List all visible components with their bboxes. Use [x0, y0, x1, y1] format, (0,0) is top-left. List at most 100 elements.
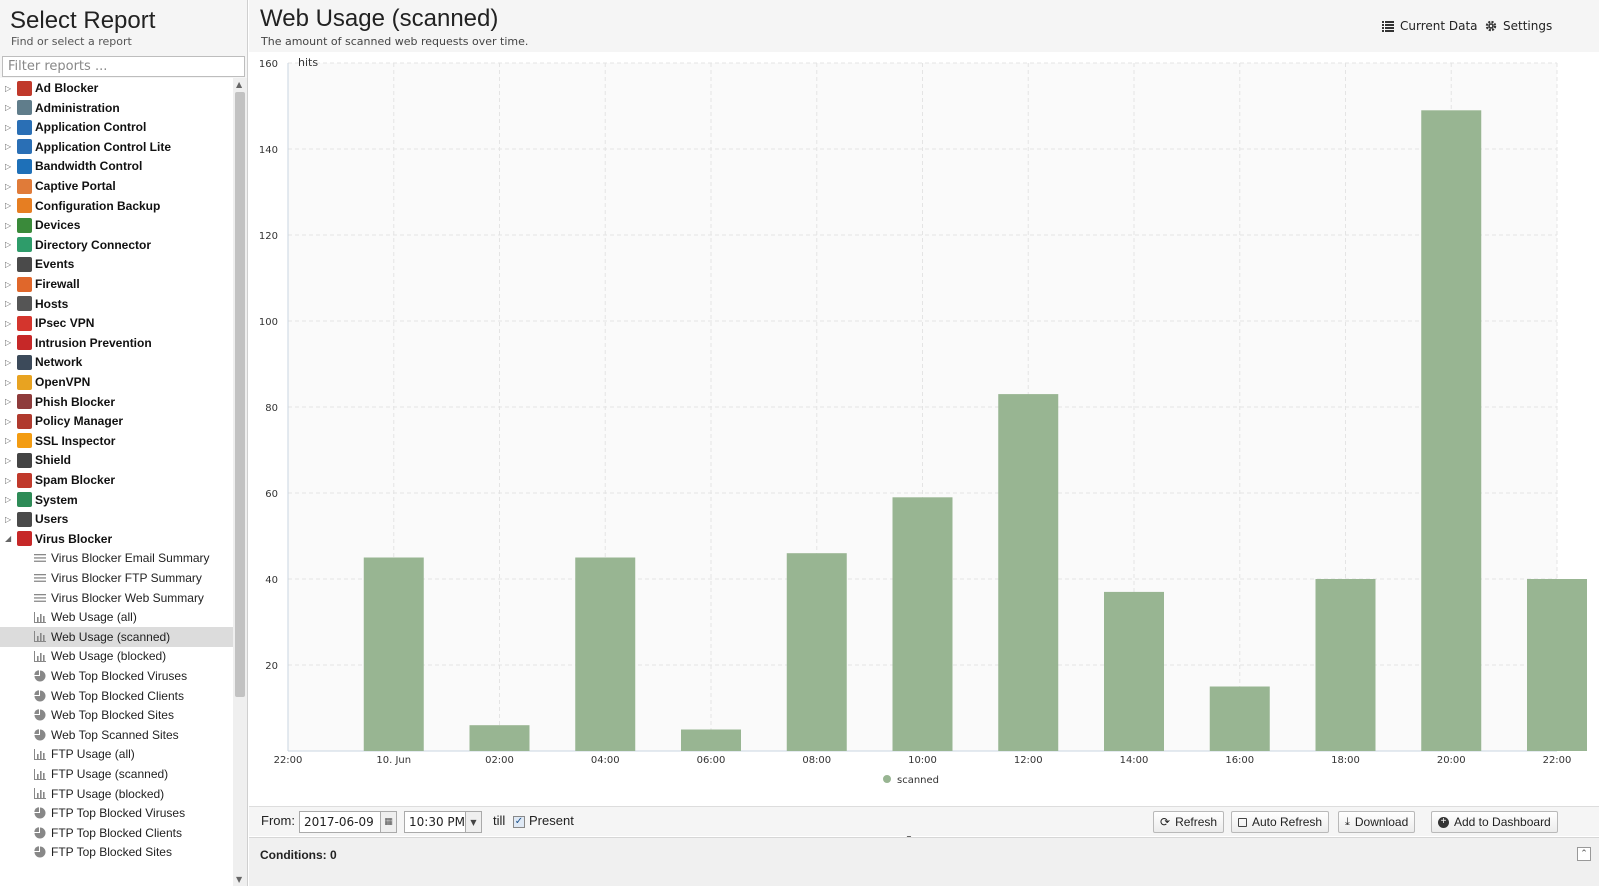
- bar-04-00[interactable]: [575, 557, 636, 752]
- expand-arrow-icon[interactable]: ▷: [5, 377, 12, 387]
- calendar-icon[interactable]: ▦: [380, 811, 397, 833]
- tree-scrollbar[interactable]: ▲ ▼: [233, 78, 247, 886]
- expand-arrow-icon[interactable]: ▷: [5, 357, 12, 367]
- expand-arrow-icon[interactable]: ▷: [5, 201, 12, 211]
- expand-arrow-icon[interactable]: ▷: [5, 455, 12, 465]
- tree-category-system[interactable]: ▷ System: [0, 490, 233, 510]
- tree-category-spam-blocker[interactable]: ▷ Spam Blocker: [0, 470, 233, 490]
- download-button[interactable]: ⤓ Download: [1338, 811, 1416, 833]
- expand-arrow-icon[interactable]: ▷: [5, 142, 12, 152]
- tree-report-item[interactable]: FTP Top Blocked Viruses: [0, 803, 233, 823]
- tree-category-ad-blocker[interactable]: ▷ Ad Blocker: [0, 78, 233, 98]
- bandwidth-control-icon: [17, 158, 32, 174]
- expand-arrow-icon[interactable]: ▷: [5, 397, 12, 407]
- tree-category-shield[interactable]: ▷ Shield: [0, 450, 233, 470]
- scroll-down-arrow-icon[interactable]: ▼: [236, 875, 243, 884]
- expand-arrow-icon[interactable]: ▷: [5, 240, 12, 250]
- tree-report-item[interactable]: Web Usage (all): [0, 607, 233, 627]
- expand-conditions-icon[interactable]: ⌃: [1577, 847, 1591, 861]
- tree-category-administration[interactable]: ▷ Administration: [0, 98, 233, 118]
- tree-category-users[interactable]: ▷ Users: [0, 509, 233, 529]
- tree-report-item[interactable]: Virus Blocker Web Summary: [0, 588, 233, 608]
- expand-arrow-icon[interactable]: ▷: [5, 299, 12, 309]
- configuration-backup-icon: [17, 198, 32, 214]
- bar-16-00[interactable]: [1209, 686, 1270, 752]
- bar-22-00[interactable]: [1527, 579, 1587, 751]
- expand-arrow-icon[interactable]: ▷: [5, 436, 12, 446]
- expand-arrow-icon[interactable]: ▷: [5, 259, 12, 269]
- tree-category-hosts[interactable]: ▷ Hosts: [0, 294, 233, 314]
- from-date-field[interactable]: 2017-06-09: [299, 811, 397, 833]
- tree-report-item[interactable]: Web Usage (blocked): [0, 646, 233, 666]
- expand-arrow-icon[interactable]: ▷: [5, 161, 12, 171]
- expand-arrow-icon[interactable]: ▷: [5, 318, 12, 328]
- expand-arrow-icon[interactable]: ▷: [5, 103, 12, 113]
- filter-reports-input[interactable]: [2, 56, 245, 77]
- add-to-dashboard-button[interactable]: + Add to Dashboard: [1431, 811, 1558, 833]
- auto-refresh-button[interactable]: Auto Refresh: [1231, 811, 1330, 833]
- bar-10-jun[interactable]: [363, 557, 424, 752]
- tree-category-captive-portal[interactable]: ▷ Captive Portal: [0, 176, 233, 196]
- present-checkbox[interactable]: ✓: [513, 816, 525, 828]
- bar-08-00[interactable]: [786, 553, 847, 751]
- bar-14-00[interactable]: [1104, 591, 1164, 751]
- expand-arrow-icon[interactable]: ▷: [5, 181, 12, 191]
- tree-category-events[interactable]: ▷ Events: [0, 254, 233, 274]
- tree-report-item[interactable]: Web Top Blocked Viruses: [0, 666, 233, 686]
- settings-button[interactable]: Settings: [1485, 19, 1552, 33]
- chevron-down-icon[interactable]: ▼: [465, 811, 482, 833]
- expand-arrow-icon[interactable]: ▷: [5, 495, 12, 505]
- tree-category-phish-blocker[interactable]: ▷ Phish Blocker: [0, 392, 233, 412]
- bar-20-00[interactable]: [1421, 110, 1482, 752]
- scrollbar-thumb[interactable]: [235, 92, 245, 697]
- bar-02-00[interactable]: [469, 725, 530, 751]
- tree-category-bandwidth-control[interactable]: ▷ Bandwidth Control: [0, 156, 233, 176]
- bar-06-00[interactable]: [681, 729, 741, 752]
- bar-18-00[interactable]: [1315, 579, 1376, 751]
- tree-category-ipsec-vpn[interactable]: ▷ IPsec VPN: [0, 313, 233, 333]
- tree-category-network[interactable]: ▷ Network: [0, 352, 233, 372]
- scroll-up-arrow-icon[interactable]: ▲: [236, 80, 243, 89]
- tree-report-item[interactable]: Web Top Blocked Clients: [0, 686, 233, 706]
- tree-report-item[interactable]: Web Top Blocked Sites: [0, 705, 233, 725]
- bar-chart-icon: [33, 650, 47, 662]
- tree-report-item[interactable]: Web Usage (scanned): [0, 626, 233, 647]
- tree-category-policy-manager[interactable]: ▷ Policy Manager: [0, 411, 233, 431]
- tree-report-item[interactable]: FTP Usage (all): [0, 744, 233, 764]
- current-data-button[interactable]: Current Data: [1382, 19, 1478, 33]
- tree-report-item[interactable]: FTP Top Blocked Sites: [0, 842, 233, 862]
- expand-arrow-icon[interactable]: ▷: [5, 338, 12, 348]
- refresh-button[interactable]: ⟳ Refresh: [1153, 811, 1225, 833]
- tree-category-devices[interactable]: ▷ Devices: [0, 215, 233, 235]
- from-time-field[interactable]: 10:30 PM: [404, 811, 482, 833]
- expand-arrow-icon[interactable]: ▷: [5, 475, 12, 485]
- expand-arrow-icon[interactable]: ▷: [5, 122, 12, 132]
- expand-arrow-icon[interactable]: ▷: [5, 83, 12, 93]
- plus-circle-icon: +: [1438, 816, 1449, 828]
- tree-report-label: FTP Usage (scanned): [51, 767, 169, 781]
- tree-category-application-control-lite[interactable]: ▷ Application Control Lite: [0, 137, 233, 157]
- legend-label[interactable]: scanned: [897, 775, 939, 786]
- tree-category-application-control[interactable]: ▷ Application Control: [0, 117, 233, 137]
- tree-report-item[interactable]: Virus Blocker FTP Summary: [0, 568, 233, 588]
- tree-category-ssl-inspector[interactable]: ▷ SSL Inspector: [0, 431, 233, 451]
- expand-arrow-icon[interactable]: ▷: [5, 220, 12, 230]
- expand-arrow-icon[interactable]: ▷: [5, 279, 12, 289]
- collapse-arrow-icon[interactable]: ◢: [5, 534, 12, 544]
- tree-report-item[interactable]: Virus Blocker Email Summary: [0, 548, 233, 568]
- expand-arrow-icon[interactable]: ▷: [5, 514, 12, 524]
- tree-category-directory-connector[interactable]: ▷ Directory Connector: [0, 235, 233, 255]
- bar-10-00[interactable]: [892, 497, 953, 751]
- tree-report-item[interactable]: Web Top Scanned Sites: [0, 725, 233, 745]
- tree-category-firewall[interactable]: ▷ Firewall: [0, 274, 233, 294]
- tree-report-label: FTP Top Blocked Viruses: [51, 806, 186, 821]
- tree-report-item[interactable]: FTP Top Blocked Clients: [0, 823, 233, 843]
- bar-12-00[interactable]: [998, 394, 1059, 751]
- expand-arrow-icon[interactable]: ▷: [5, 416, 12, 426]
- tree-category-virus-blocker[interactable]: ◢ Virus Blocker: [0, 529, 233, 549]
- tree-category-intrusion-prevention[interactable]: ▷ Intrusion Prevention: [0, 333, 233, 353]
- tree-category-configuration-backup[interactable]: ▷ Configuration Backup: [0, 196, 233, 216]
- tree-category-openvpn[interactable]: ▷ OpenVPN: [0, 372, 233, 392]
- tree-report-item[interactable]: FTP Usage (blocked): [0, 784, 233, 804]
- tree-report-item[interactable]: FTP Usage (scanned): [0, 764, 233, 784]
